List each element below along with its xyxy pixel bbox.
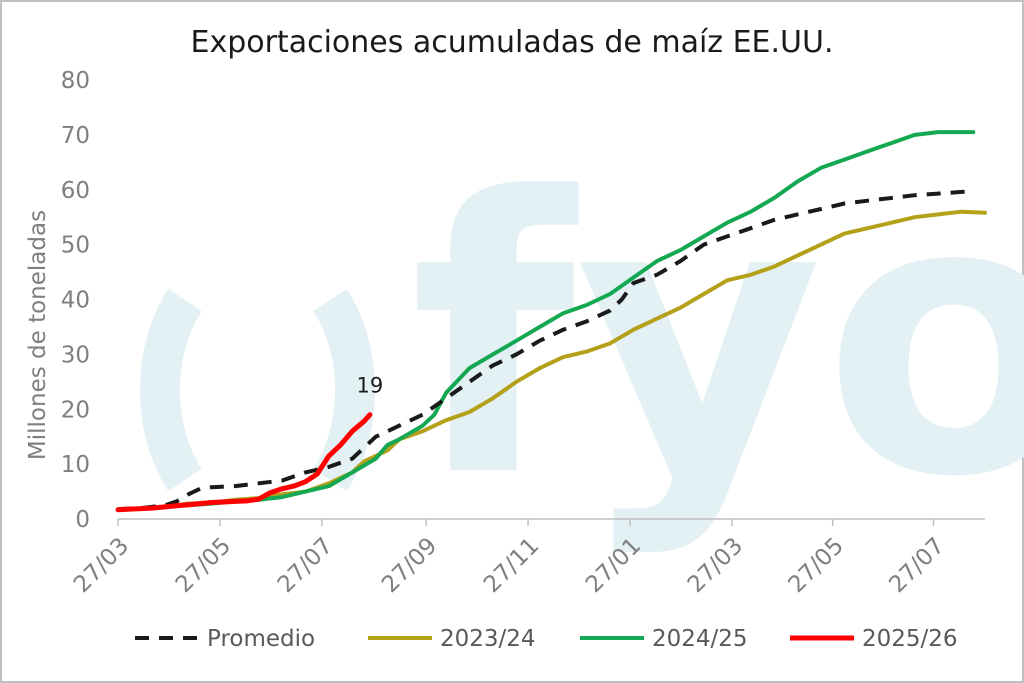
y-tick-label: 0 [75, 507, 90, 533]
chart-title: Exportaciones acumuladas de maíz EE.UU. [190, 25, 833, 60]
legend: Promedio 2023/24 2024/25 2025/26 [135, 626, 958, 652]
series-line-2025-26 [115, 412, 373, 513]
y-tick-label: 50 [61, 233, 90, 259]
legend-label: 2023/24 [440, 626, 536, 652]
y-tick-label: 30 [61, 342, 90, 368]
watermark-right-arc [313, 288, 375, 492]
y-tick-labels: 0 10 20 30 40 50 60 70 80 [61, 68, 90, 533]
y-tick-label: 20 [61, 397, 90, 423]
watermark-text: fyo [410, 117, 1024, 560]
y-tick-label: 80 [61, 68, 90, 94]
series-lines [115, 130, 987, 513]
legend-label: 2025/26 [862, 626, 958, 652]
y-axis-label: Millones de toneladas [25, 210, 51, 460]
series-line-2024-25 [116, 130, 976, 512]
y-tick-label: 10 [61, 452, 90, 478]
legend-label: Promedio [207, 626, 315, 652]
x-tick-label: 27/03 [69, 533, 134, 598]
x-tick-label: 27/05 [171, 533, 236, 598]
y-tick-label: 70 [61, 123, 90, 149]
series-line-promedio [117, 189, 974, 512]
y-tick-label: 40 [61, 288, 90, 314]
legend-label: 2024/25 [652, 626, 748, 652]
x-tick-label: 27/07 [273, 533, 338, 598]
annotation-label: 19 [357, 374, 384, 398]
y-tick-label: 60 [61, 178, 90, 204]
fyo-watermark: fyo [140, 117, 1024, 560]
watermark-left-arc [140, 288, 202, 492]
